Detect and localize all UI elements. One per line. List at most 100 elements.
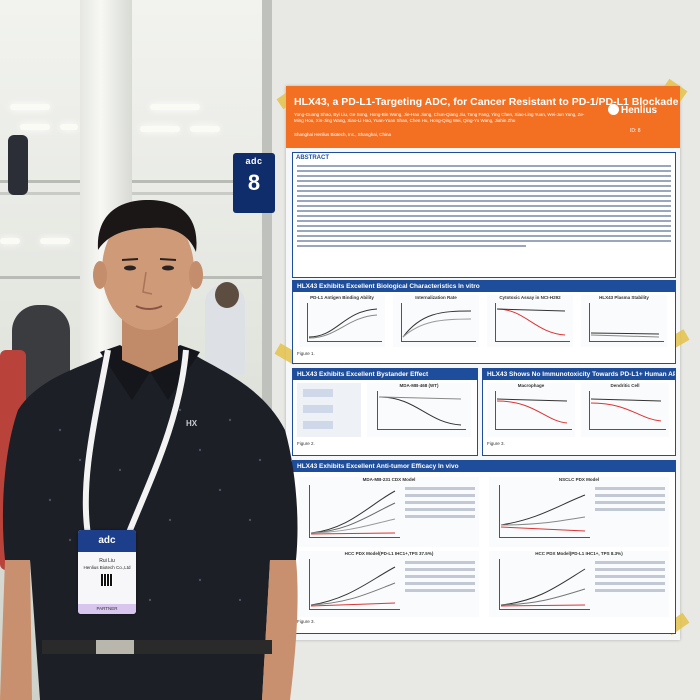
legend-line (405, 561, 475, 564)
ceiling-light (40, 238, 70, 244)
belt-buckle (96, 640, 134, 654)
chart-panel: HLX43 Plasma Stability (581, 295, 667, 347)
legend-line (405, 589, 475, 592)
legend-line (405, 575, 475, 578)
text-line (297, 220, 671, 222)
henlius-logo: Henlius (608, 104, 676, 116)
poster-id: ID: 8 (630, 128, 641, 134)
poster-authors: Yong-Guang Shao, Byi Liu, Ge Song, Hong-… (294, 112, 585, 123)
legend-line (405, 515, 475, 518)
poster-board-frame (262, 0, 272, 700)
legend-line (595, 508, 665, 511)
logo-text: Henlius (621, 105, 658, 116)
poster-affiliation: Shanghai Henlius Biotech, Inc., Shanghai… (294, 132, 392, 137)
section-title: HLX43 Shows No Immunotoxicity Towards PD… (483, 369, 675, 380)
figure-caption: Figure 3. (487, 441, 505, 446)
text-line (297, 235, 671, 237)
abstract-heading: ABSTRACT (296, 155, 329, 161)
text-line (297, 165, 671, 167)
background-person-head (215, 282, 239, 308)
figure-caption: Figure 2. (297, 441, 315, 446)
booth-number-sign: adc 8 (233, 153, 275, 213)
chart-panel: Cytotoxic Assay in NCI-H292 (487, 295, 573, 347)
panel-title: Internalization Rate (415, 295, 457, 300)
binding-curve (308, 308, 378, 339)
name-badge: adc Rui Liu Henlius Biotech Co.,Ltd PART… (78, 530, 136, 614)
text-line (297, 190, 671, 192)
ceiling-light (140, 126, 180, 132)
right-arm (262, 560, 298, 700)
panel-title: Cytotoxic Assay in NCI-H292 (499, 295, 561, 300)
chart-panel: PD-L1 Antigen Binding Ability (299, 295, 385, 347)
panel-title: Dendritic Cell (610, 383, 640, 388)
dark-polo-shirt (2, 355, 298, 700)
cytotoxic-curve (496, 308, 566, 336)
balcony-rail (0, 180, 270, 183)
left-arm (0, 560, 32, 700)
hcc2-growth-curves (500, 568, 586, 607)
badge-type: PARTNER (78, 604, 136, 614)
legend-line (595, 561, 665, 564)
text-line (297, 170, 671, 172)
background-person (8, 135, 28, 195)
ceiling-light (190, 126, 220, 132)
text-line (297, 180, 671, 182)
right-eyebrow (159, 258, 177, 261)
panel-title: MDA-MB-468 (WT) (399, 383, 439, 388)
right-ear (189, 261, 203, 289)
internalization-curve (402, 310, 472, 338)
mouth (135, 305, 163, 310)
shirt-logo: HX (186, 419, 198, 428)
chart-panel: Internalization Rate (393, 295, 479, 347)
text-line (297, 230, 671, 232)
figure-caption: Figure 3. (297, 619, 315, 624)
panel-title: Macrophage (517, 383, 545, 388)
text-line (297, 195, 671, 197)
panel-title: PD-L1 Antigen Binding Ability (310, 295, 374, 300)
chart-axes (401, 303, 476, 342)
figure-caption: Figure 1. (297, 351, 315, 356)
panel-title: MDA-MB-231 CDX Model (362, 477, 416, 482)
text-line (297, 225, 671, 227)
chart-axes (589, 391, 666, 430)
legend-line (595, 589, 665, 592)
legend-line (595, 494, 665, 497)
nsclc-growth-curves (500, 494, 586, 532)
dendritic-curve (590, 398, 662, 422)
section-biological-characteristics: HLX43 Exhibits Excellent Biological Char… (292, 280, 676, 364)
ceiling-light (60, 124, 78, 130)
legend-line (595, 575, 665, 578)
panel-title: NSCLC PDX Model (558, 477, 600, 482)
qr-code-icon (101, 574, 113, 586)
abstract-box: ABSTRACT (292, 152, 676, 278)
ceiling-light (0, 238, 20, 244)
section-title: HLX43 Exhibits Excellent Bystander Effec… (293, 369, 477, 380)
chart-axes (377, 391, 466, 430)
chart-axes (499, 559, 590, 610)
chart-axes (495, 303, 570, 342)
step-box (303, 405, 333, 413)
section-anti-tumor-efficacy: HLX43 Exhibits Excellent Anti-tumor Effi… (292, 460, 676, 634)
text-line (297, 185, 671, 187)
chart-panel: HCC PDX Model(PD-L1 IHC1+, TPS 8.3%) (489, 551, 669, 617)
macrophage-curve (496, 398, 568, 424)
chart-panel: NSCLC PDX Model (489, 477, 669, 547)
chart-panel: Macrophage (487, 383, 575, 437)
chart-axes (307, 303, 382, 342)
text-line (297, 210, 671, 212)
lanyard-left (82, 349, 111, 536)
badge-name: Rui Liu (99, 558, 115, 564)
panel-title: HCC PDX Model(PD-L1 IHC1+,TPS 37.5%) (344, 551, 434, 556)
chart-axes (499, 485, 590, 538)
legend-line (405, 501, 475, 504)
neck (122, 318, 178, 372)
hcc-growth-curves (310, 566, 396, 607)
chart-panel: Dendritic Cell (581, 383, 669, 437)
step-diagram (297, 383, 361, 437)
right-eye (162, 265, 174, 271)
legend-line (405, 568, 475, 571)
sign-number: 8 (247, 170, 261, 195)
left-eyebrow (121, 258, 139, 261)
section-immunotoxicity: HLX43 Shows No Immunotoxicity Towards PD… (482, 368, 676, 456)
